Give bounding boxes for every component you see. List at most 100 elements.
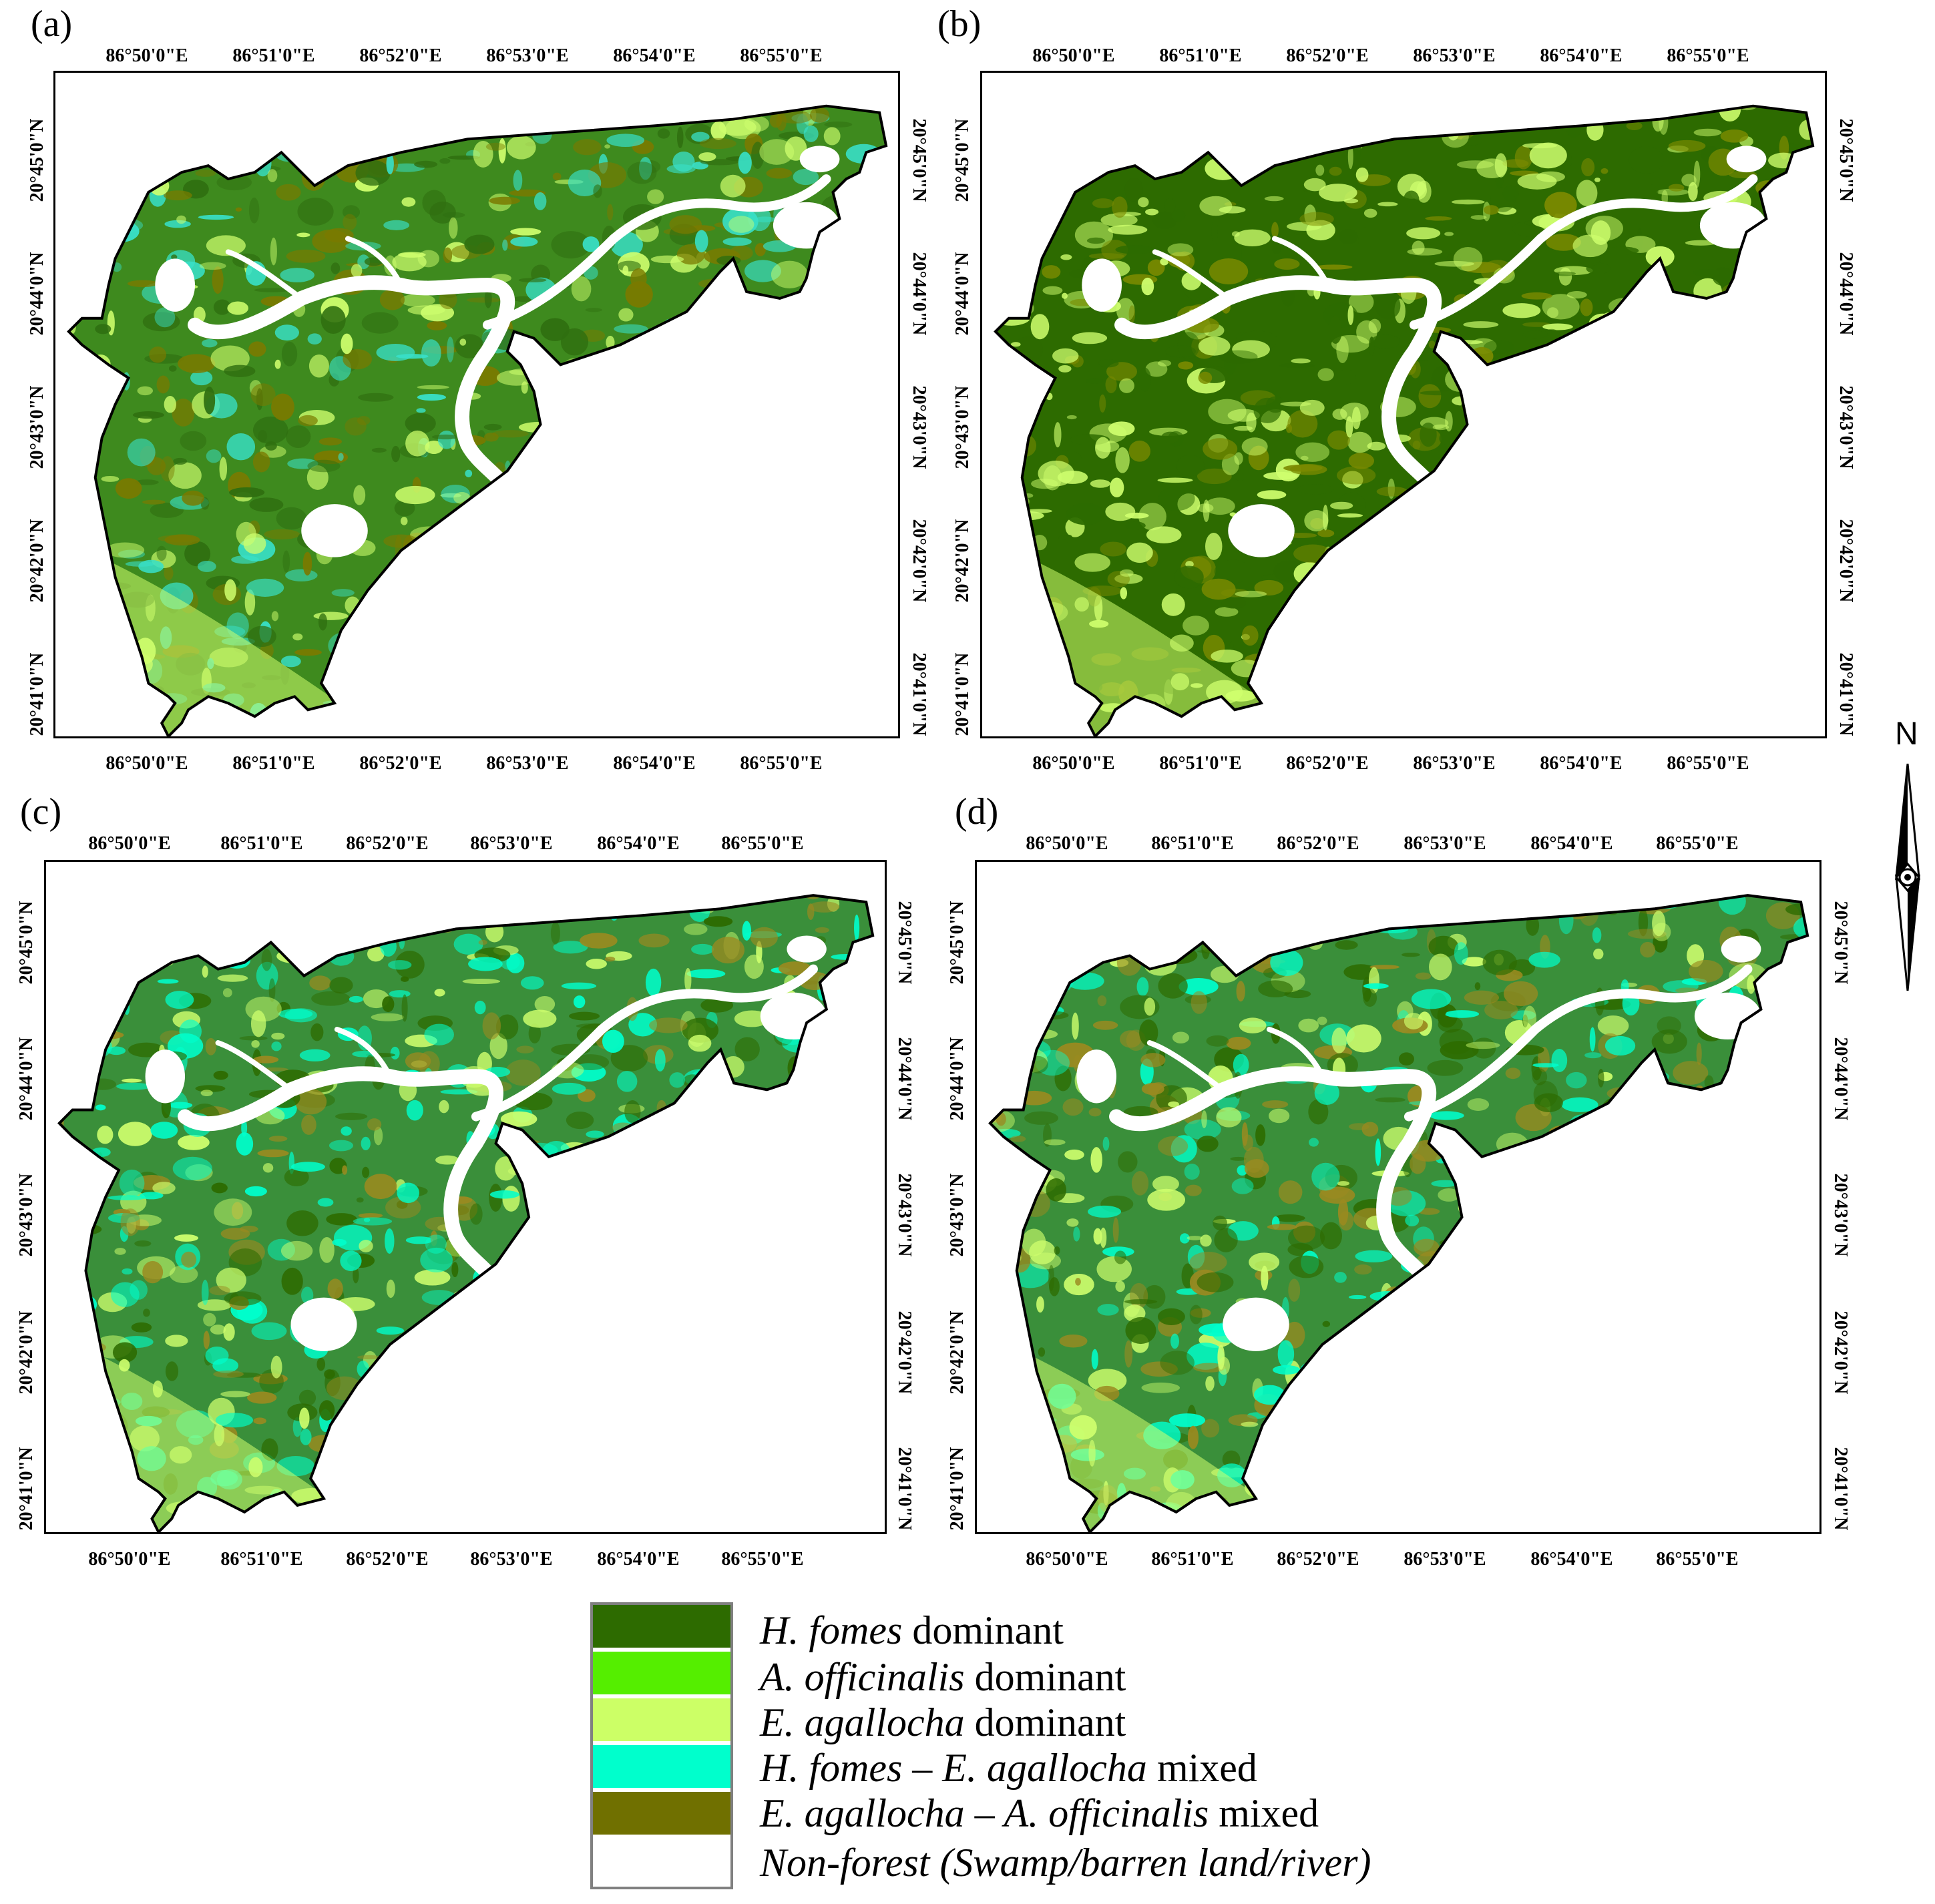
lat-tick: 20°45'0"N <box>909 118 929 202</box>
lon-tick: 86°55'0"E <box>740 753 823 774</box>
legend-swatch-aofficinalis <box>593 1652 730 1694</box>
lat-tick: 20°45'0"N <box>1830 901 1851 985</box>
lon-tick: 86°54'0"E <box>1540 45 1623 66</box>
river <box>471 964 818 1122</box>
lon-tick: 86°55'0"E <box>1667 753 1749 774</box>
legend-swatch-eagallocha <box>593 1698 730 1741</box>
lat-tick: 20°45'0"N <box>16 901 37 985</box>
lon-tick: 86°50'0"E <box>105 753 188 774</box>
panel-label-b: (b) <box>937 3 982 45</box>
lon-tick: 86°53'0"E <box>1413 753 1496 774</box>
lon-tick: 86°50'0"E <box>88 833 171 854</box>
mangrove-map-c <box>57 894 875 1532</box>
lat-tick: 20°42'0"N <box>16 1311 37 1395</box>
lon-tick: 86°50'0"E <box>88 1549 171 1570</box>
lat-tick: 20°41'0"N <box>27 652 47 736</box>
lon-tick: 86°54'0"E <box>1540 753 1623 774</box>
lat-tick: 20°45'0"N <box>27 118 47 202</box>
lon-tick: 86°55'0"E <box>721 1549 804 1570</box>
lon-tick: 86°51'0"E <box>232 753 315 774</box>
study-area-boundary <box>57 894 875 1532</box>
north-label: N <box>1895 716 1918 752</box>
lat-tick: 20°44'0"N <box>16 1037 37 1121</box>
lon-tick: 86°52'0"E <box>359 45 442 66</box>
lon-tick: 86°55'0"E <box>740 45 823 66</box>
lon-tick: 86°52'0"E <box>346 833 429 854</box>
map-frame-a <box>53 71 900 738</box>
lat-tick: 20°43'0"N <box>952 385 973 469</box>
lon-tick: 86°54'0"E <box>1530 833 1613 854</box>
legend-swatch-hfomes <box>593 1605 730 1648</box>
lat-tick: 20°44'0"N <box>947 1037 968 1121</box>
lat-tick: 20°42'0"N <box>1830 1311 1851 1395</box>
lat-tick: 20°45'0"N <box>952 118 973 202</box>
lon-tick: 86°54'0"E <box>613 753 696 774</box>
lat-tick: 20°45'0"N <box>947 901 968 985</box>
lat-tick: 20°43'0"N <box>909 385 929 469</box>
mangrove-map-d <box>988 894 1809 1532</box>
mangrove-map-a <box>67 104 888 736</box>
river <box>1146 1040 1226 1093</box>
lat-tick: 20°44'0"N <box>1836 252 1856 336</box>
lon-tick: 86°51'0"E <box>1151 833 1234 854</box>
lat-tick: 20°41'0"N <box>16 1447 37 1531</box>
lon-tick: 86°53'0"E <box>1413 45 1496 66</box>
lon-tick: 86°50'0"E <box>1032 45 1115 66</box>
river <box>1152 249 1231 301</box>
map-frame-b <box>980 71 1827 738</box>
legend-swatch-box <box>590 1602 733 1889</box>
lon-tick: 86°52'0"E <box>1286 45 1369 66</box>
legend-label-eagallocha-aofficinalis: E. agallocha – A. officinalis mixed <box>760 1791 1319 1835</box>
legend-swatch-hfomes-eagallocha <box>593 1745 730 1788</box>
lon-tick: 86°55'0"E <box>721 833 804 854</box>
lon-tick: 86°50'0"E <box>1026 833 1108 854</box>
panel-label-d: (d) <box>955 791 999 832</box>
lon-tick: 86°51'0"E <box>220 1549 303 1570</box>
lat-tick: 20°43'0"N <box>27 385 47 469</box>
legend-label-hfomes-eagallocha: H. fomes – E. agallocha mixed <box>760 1746 1257 1790</box>
lon-tick: 86°51'0"E <box>1159 45 1242 66</box>
lon-tick: 86°50'0"E <box>1032 753 1115 774</box>
river <box>1409 174 1758 330</box>
lat-tick: 20°42'0"N <box>1836 519 1856 603</box>
study-area-boundary <box>988 894 1809 1532</box>
lat-tick: 20°43'0"N <box>1836 385 1856 469</box>
lat-tick: 20°42'0"N <box>27 519 47 603</box>
north-arrow-icon <box>1895 763 1920 991</box>
lat-tick: 20°41'0"N <box>894 1447 915 1531</box>
legend-label-nonforest: Non-forest (Swamp/barren land/river) <box>760 1841 1371 1885</box>
lon-tick: 86°53'0"E <box>1404 833 1486 854</box>
mangrove-map-b <box>994 104 1815 736</box>
map-frame-d <box>975 860 1821 1534</box>
lat-tick: 20°42'0"N <box>952 519 973 603</box>
lon-tick: 86°50'0"E <box>1026 1549 1108 1570</box>
lat-tick: 20°44'0"N <box>909 252 929 336</box>
lat-tick: 20°42'0"N <box>894 1311 915 1395</box>
lon-tick: 86°51'0"E <box>220 833 303 854</box>
lon-tick: 86°54'0"E <box>597 833 680 854</box>
lat-tick: 20°42'0"N <box>909 519 929 603</box>
lat-tick: 20°44'0"N <box>1830 1037 1851 1121</box>
lat-tick: 20°41'0"N <box>909 652 929 736</box>
lon-tick: 86°52'0"E <box>346 1549 429 1570</box>
legend-swatch-eagallocha-aofficinalis <box>593 1792 730 1835</box>
river <box>334 1026 393 1080</box>
lon-tick: 86°55'0"E <box>1656 833 1739 854</box>
lon-tick: 86°52'0"E <box>1277 833 1359 854</box>
legend-label-aofficinalis: A. officinalis dominant <box>760 1655 1126 1699</box>
lon-tick: 86°53'0"E <box>486 753 569 774</box>
lat-tick: 20°45'0"N <box>894 901 915 985</box>
lon-tick: 86°55'0"E <box>1667 45 1749 66</box>
lat-tick: 20°43'0"N <box>894 1173 915 1257</box>
lat-tick: 20°44'0"N <box>894 1037 915 1121</box>
river <box>1266 1026 1325 1080</box>
lat-tick: 20°43'0"N <box>947 1173 968 1257</box>
lon-tick: 86°50'0"E <box>105 45 188 66</box>
lon-tick: 86°52'0"E <box>359 753 442 774</box>
panel-label-a: (a) <box>31 3 73 45</box>
lat-tick: 20°44'0"N <box>952 252 973 336</box>
lat-tick: 20°44'0"N <box>27 252 47 336</box>
river <box>225 249 304 301</box>
lat-tick: 20°41'0"N <box>1836 652 1856 736</box>
lon-tick: 86°51'0"E <box>1151 1549 1234 1570</box>
